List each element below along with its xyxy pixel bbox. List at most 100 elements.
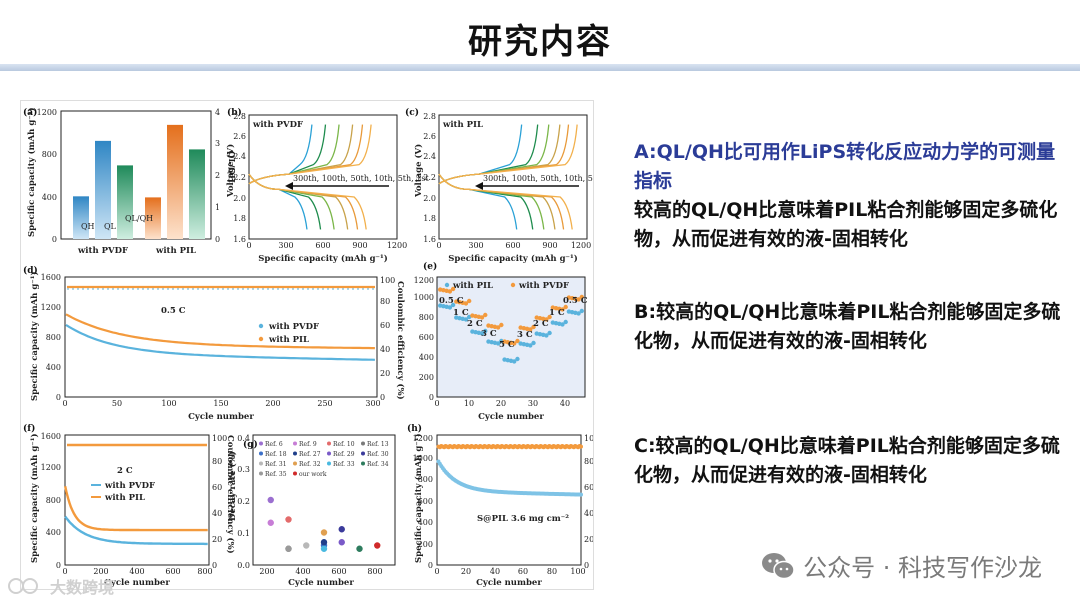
panel-f-xtick-2: 400 bbox=[129, 567, 144, 576]
panel-e-point-pil bbox=[483, 312, 488, 318]
panel-a-bar-label-ratio: QL/QH bbox=[125, 214, 153, 223]
panel-h-series bbox=[436, 444, 583, 497]
panel-g-legend-marker-13 bbox=[293, 471, 297, 476]
panel-b-xtick-3: 900 bbox=[352, 241, 367, 250]
panel-c: (c) with PIL 300th, 100th, 50th, 10th, 5… bbox=[405, 107, 593, 264]
panel-e-label: (e) bbox=[423, 261, 437, 272]
panel-c-xtick-2: 600 bbox=[505, 241, 520, 250]
panel-g-legend-marker-5 bbox=[293, 451, 297, 456]
panel-g-xtick-0: 200 bbox=[259, 567, 274, 576]
panel-b-legend: with PVDF bbox=[252, 120, 303, 130]
panel-c-ytick-6: 2.8 bbox=[423, 112, 436, 121]
panel-d-series bbox=[65, 285, 375, 361]
panel-g-legend-entry-6: Ref. 29 bbox=[333, 451, 355, 458]
watermark: 公众号 · 科技写作沙龙 bbox=[761, 548, 1042, 583]
panel-e-point-pil bbox=[531, 324, 536, 330]
panel-d-ytick-4: 1600 bbox=[41, 273, 61, 282]
panel-c-ytick-0: 1.6 bbox=[423, 235, 436, 244]
panel-e-point-pil bbox=[528, 327, 533, 332]
panel-g-xlabel: Cycle number bbox=[288, 578, 354, 588]
panel-e-point-pil bbox=[466, 298, 472, 304]
panel-d-y2tick-1: 20 bbox=[380, 369, 390, 378]
panel-e-point-pvdf bbox=[528, 343, 533, 348]
panel-e-xtick-3: 30 bbox=[528, 399, 538, 408]
panel-g-point-0 bbox=[267, 496, 274, 504]
panel-g-ytick-4: 0.4 bbox=[237, 434, 250, 443]
panel-e-ytick-5: 1000 bbox=[414, 293, 434, 302]
panel-b-ytick-4: 2.4 bbox=[233, 152, 246, 161]
panel-h-point-ce bbox=[579, 444, 583, 449]
panel-g-legend-entry-13: our work bbox=[299, 471, 327, 478]
panel-g-ytick-2: 0.2 bbox=[237, 497, 250, 506]
panel-g-legend-entry-12: Ref. 35 bbox=[265, 471, 287, 478]
panel-d-ytick-3: 1200 bbox=[41, 303, 61, 312]
panel-d-frame bbox=[64, 276, 378, 398]
panel-f-y2tick-4: 80 bbox=[212, 457, 222, 466]
panel-f: (f) 2 C with PVDF with PIL 0 200 400 600… bbox=[23, 423, 236, 588]
panel-c-ytick-1: 1.8 bbox=[423, 214, 436, 223]
panel-d-y2tick-3: 60 bbox=[380, 321, 390, 330]
panel-g-legend-marker-7 bbox=[361, 451, 365, 456]
panel-a-label: (a) bbox=[23, 107, 37, 118]
panel-g-point-7 bbox=[338, 526, 345, 533]
panel-d-y2tick-2: 40 bbox=[380, 345, 390, 354]
panel-b-arrowhead bbox=[285, 182, 293, 190]
panel-f-series bbox=[64, 443, 208, 546]
panel-b-xtick-4: 1200 bbox=[387, 241, 407, 250]
panel-e-point-pil bbox=[450, 286, 456, 292]
panel-d-ytick-0: 0 bbox=[56, 393, 61, 402]
panel-f-series-pil bbox=[64, 486, 208, 532]
slide-title: 研究内容 bbox=[468, 22, 612, 62]
panel-h-ytick-5: 1000 bbox=[413, 454, 433, 463]
panel-e-legend-marker-pvdf bbox=[510, 282, 516, 288]
panel-g-legend-entry-9: Ref. 32 bbox=[299, 461, 321, 468]
panel-c-ytick-4: 2.4 bbox=[423, 152, 436, 161]
panel-c-annotation: 300th, 100th, 50th, 10th, 5th, 1st bbox=[483, 174, 593, 183]
panel-e-point-pil bbox=[515, 338, 520, 344]
panel-h-ytick-6: 1200 bbox=[413, 434, 433, 443]
panel-e-xtick-4: 40 bbox=[560, 399, 570, 408]
panel-h-ylabel: Specific capacity (mAh g⁻¹) bbox=[413, 434, 424, 564]
panel-f-frame bbox=[64, 434, 210, 566]
panel-a-bars bbox=[73, 124, 205, 239]
panel-f-xtick-3: 600 bbox=[165, 567, 180, 576]
panel-b-ytick-1: 1.8 bbox=[233, 214, 246, 223]
panel-f-rate: 2 C bbox=[117, 466, 133, 476]
panel-e-ytick-3: 600 bbox=[419, 333, 434, 342]
panel-a-bar-with-pvdf-1 bbox=[95, 140, 111, 239]
panel-e-point-pvdf bbox=[560, 322, 565, 327]
panel-e-point-pil bbox=[579, 294, 584, 300]
panel-h-xtick-5: 100 bbox=[570, 567, 585, 576]
panel-e-ytick-1: 200 bbox=[419, 373, 434, 382]
panel-e-rate-2: 2 C bbox=[467, 319, 483, 329]
panel-e-point-pvdf bbox=[576, 311, 581, 316]
panel-g-label: (g) bbox=[243, 439, 258, 450]
panel-e-point-pvdf bbox=[463, 317, 469, 322]
point-b-body: B:较高的QL/QH比意味着PIL粘合剂能够固定多硫化物，从而促进有效的液-固相… bbox=[634, 301, 1061, 352]
panel-e-xtick-1: 10 bbox=[464, 399, 474, 408]
panel-f-y2tick-5: 100 bbox=[212, 434, 227, 443]
panel-e-point-pil bbox=[563, 304, 568, 310]
brand-logo-icon bbox=[8, 578, 38, 594]
panel-e-rate-0: 0.5 C bbox=[439, 296, 464, 306]
panel-h-y2tick-4: 80 bbox=[584, 457, 593, 466]
panel-h-label: (h) bbox=[407, 423, 422, 434]
wechat-icon bbox=[762, 552, 795, 579]
panel-g-legend-marker-0 bbox=[259, 441, 263, 446]
panel-h-point-capacity bbox=[579, 492, 583, 497]
panel-a-bar-with-pil-2 bbox=[189, 149, 205, 239]
panel-g-legend-marker-11 bbox=[361, 461, 365, 466]
panel-g-legend-entry-2: Ref. 10 bbox=[333, 441, 355, 448]
b-curves-charge-5 bbox=[248, 124, 372, 185]
panel-g-point-12 bbox=[285, 545, 292, 552]
panel-h-xtick-0: 0 bbox=[434, 567, 439, 576]
panel-h-xtick-2: 40 bbox=[490, 567, 500, 576]
panel-h-ytick-2: 400 bbox=[418, 518, 433, 527]
panel-e-frame bbox=[436, 276, 586, 398]
panel-b-ytick-6: 2.8 bbox=[233, 112, 246, 121]
point-a-body: 较高的QL/QH比意味着PIL粘合剂能够固定多硫化物，从而促进有效的液-固相转化 bbox=[634, 199, 1058, 250]
panel-d-label: (d) bbox=[23, 265, 38, 276]
panel-f-ytick-4: 1600 bbox=[41, 432, 61, 441]
watermark-text: 公众号 · 科技写作沙龙 bbox=[803, 554, 1042, 582]
panel-a-ytick-0: 0 bbox=[52, 235, 57, 244]
